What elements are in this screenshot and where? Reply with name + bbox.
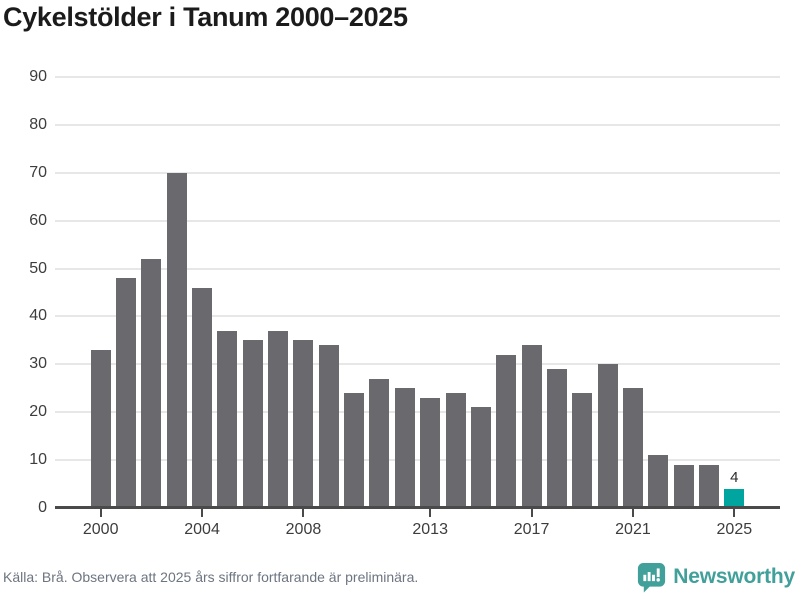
bar-2015 <box>470 407 491 508</box>
gridline-y-70 <box>55 171 780 174</box>
newsworthy-logo[interactable]: Newsworthy <box>637 562 795 593</box>
y-tick-label-0: 0 <box>38 499 47 516</box>
bar-2017 <box>521 345 542 508</box>
x-tick-label-2013: 2013 <box>412 521 448 538</box>
x-tick-label-2017: 2017 <box>513 521 550 538</box>
bar-2025 <box>724 488 745 508</box>
bar-2005 <box>217 330 238 508</box>
y-tick-label-20: 20 <box>29 403 47 421</box>
x-tick-2008 <box>302 509 305 517</box>
bar-2013 <box>420 397 441 508</box>
x-tick-2013 <box>429 509 432 517</box>
x-tick-2017 <box>530 509 533 517</box>
bar-2016 <box>496 354 517 508</box>
x-tick-label-2008: 2008 <box>285 521 322 538</box>
bar-2024 <box>698 464 719 508</box>
bar-chart-plot-area: 0 10 20 30 40 50 60 70 80 90 4 2000 2004 2008 2013 2017… <box>29 68 780 538</box>
gridline-y-60 <box>55 219 780 222</box>
y-tick-label-60: 60 <box>29 211 47 229</box>
bar-2003 <box>166 172 187 508</box>
bar-2000 <box>90 349 111 508</box>
gridline-y-90 <box>55 76 780 78</box>
bar-value-label-2025: 4 <box>730 468 739 486</box>
source-note: Källa: Brå. Observera att 2025 års siffr… <box>3 569 419 585</box>
x-tick-label-2004: 2004 <box>184 521 220 538</box>
chart-title: Cykelstölder i Tanum 2000–2025 <box>3 2 408 32</box>
y-tick-label-70: 70 <box>29 163 47 181</box>
x-tick-2025 <box>733 509 736 517</box>
gridline-y-40 <box>55 315 780 318</box>
x-tick-label-2021: 2021 <box>615 521 651 538</box>
gridline-y-30 <box>55 363 780 366</box>
bar-2014 <box>445 393 466 508</box>
footer: Källa: Brå. Observera att 2025 års siffr… <box>0 558 800 596</box>
bar-2021 <box>622 388 643 508</box>
x-axis-line <box>55 506 780 509</box>
newsworthy-wordmark: Newsworthy <box>673 565 795 588</box>
bar-2011 <box>369 378 390 508</box>
x-tick-2000 <box>99 509 102 517</box>
x-tick-2004 <box>201 509 204 517</box>
bar-2006 <box>242 340 263 508</box>
y-tick-label-40: 40 <box>29 307 47 325</box>
newsworthy-speech-bubble-barchart-icon <box>638 562 666 592</box>
bar-2010 <box>344 393 365 508</box>
bar-2001 <box>116 278 137 508</box>
y-tick-label-90: 90 <box>29 68 47 85</box>
bar-2019 <box>572 393 593 508</box>
bar-2023 <box>673 464 694 508</box>
bar-2020 <box>597 364 618 508</box>
bar-2018 <box>546 369 567 508</box>
x-tick-label-2025: 2025 <box>716 521 753 538</box>
bar-2022 <box>648 455 669 508</box>
y-tick-label-10: 10 <box>29 451 47 469</box>
gridline-y-80 <box>55 123 780 126</box>
bar-2008 <box>293 340 314 508</box>
y-tick-label-50: 50 <box>29 259 47 277</box>
bar-2012 <box>394 388 415 508</box>
x-tick-2021 <box>631 509 634 517</box>
gridline-y-50 <box>55 267 780 270</box>
bar-2002 <box>141 258 162 508</box>
x-tick-label-2000: 2000 <box>82 521 119 538</box>
y-tick-label-30: 30 <box>29 355 47 373</box>
bar-2004 <box>192 287 213 508</box>
gridline-y-10 <box>55 459 780 462</box>
bar-2007 <box>268 330 289 508</box>
y-tick-label-80: 80 <box>29 115 47 133</box>
bar-2009 <box>318 345 339 508</box>
gridline-y-20 <box>55 411 780 414</box>
